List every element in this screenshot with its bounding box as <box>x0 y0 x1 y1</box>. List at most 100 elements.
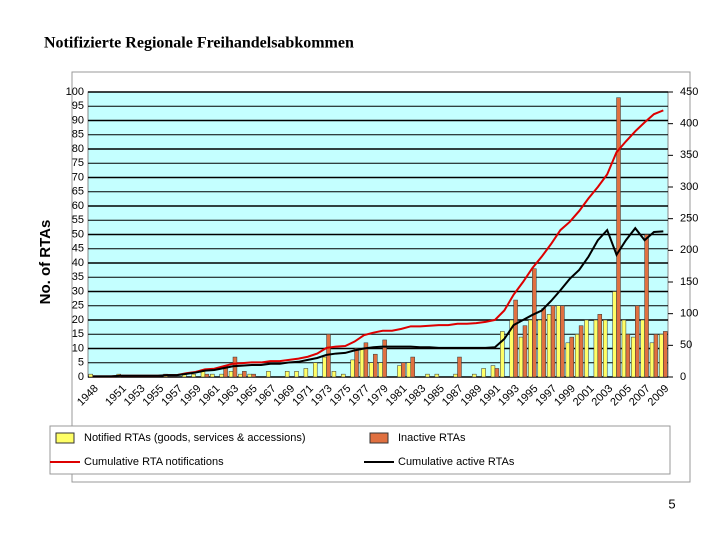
bar <box>513 299 518 378</box>
y-tick-label: 100 <box>66 86 84 98</box>
bar <box>363 342 369 378</box>
bar <box>242 371 247 378</box>
legend-swatch <box>369 432 389 444</box>
bar <box>354 348 359 378</box>
y-tick-label: 10 <box>72 342 84 354</box>
y-tick-label: 50 <box>72 228 84 240</box>
legend-label: Cumulative RTA notifications <box>84 456 224 468</box>
bar <box>228 371 234 378</box>
y-tick-label: 40 <box>72 257 84 269</box>
bar <box>556 305 561 378</box>
bar <box>382 339 387 378</box>
y-tick-label: 15 <box>72 328 84 340</box>
bar <box>425 373 430 378</box>
line-series <box>92 226 664 378</box>
bar <box>284 371 290 378</box>
bar <box>522 325 528 378</box>
bar <box>546 314 552 378</box>
bar <box>210 373 215 378</box>
y2-tick-label: 50 <box>680 339 692 351</box>
bar <box>528 319 533 378</box>
y-tick-label: 95 <box>72 100 84 112</box>
y-axis-label: No. of RTAs <box>37 220 54 305</box>
bar <box>322 356 327 378</box>
bar <box>541 308 546 378</box>
bar <box>303 368 309 378</box>
bar <box>472 373 477 378</box>
y-tick-label: 85 <box>72 129 84 141</box>
y-tick-label: 25 <box>72 300 84 312</box>
bar <box>294 371 299 378</box>
bar <box>204 373 210 378</box>
legend <box>49 425 671 475</box>
y-tick-label: 0 <box>78 371 84 383</box>
bar <box>494 368 500 378</box>
bar <box>359 348 365 378</box>
y2-tick-label: 300 <box>680 181 698 193</box>
bar <box>603 319 608 378</box>
y2-tick-label: 250 <box>680 213 698 225</box>
bar <box>653 334 659 378</box>
bar <box>612 291 617 378</box>
y-tick-label: 30 <box>72 285 84 297</box>
bar <box>565 342 571 378</box>
y2-tick-label: 450 <box>680 86 698 98</box>
bar <box>500 331 505 378</box>
bar <box>369 362 374 378</box>
bar <box>616 97 621 378</box>
legend-swatch <box>55 432 75 444</box>
bar <box>597 314 603 378</box>
bar <box>593 319 599 378</box>
bar <box>88 373 93 378</box>
page-number: 5 <box>668 496 675 511</box>
bar <box>631 336 636 378</box>
y2-tick-label: 400 <box>680 118 698 130</box>
bar <box>490 365 496 378</box>
bar <box>560 305 565 378</box>
bar <box>373 353 378 378</box>
bar <box>644 234 649 378</box>
legend-label: Notified RTAs (goods, services & accessi… <box>84 432 306 444</box>
bar <box>453 373 458 378</box>
bar <box>578 325 584 378</box>
bar <box>410 356 415 378</box>
bar <box>341 373 346 378</box>
bar <box>313 362 318 378</box>
chart-title: Notifizierte Regionale Freihandelsabkomm… <box>44 35 354 52</box>
bar <box>434 373 440 378</box>
bar <box>574 334 580 378</box>
y-tick-label: 45 <box>72 243 84 255</box>
bar <box>518 336 524 378</box>
bar <box>584 319 589 378</box>
bar <box>238 373 243 378</box>
y-tick-label: 75 <box>72 157 84 169</box>
bar <box>350 359 355 378</box>
y-tick-label: 80 <box>72 143 84 155</box>
y-tick-label: 20 <box>72 314 84 326</box>
legend-label: Cumulative active RTAs <box>398 456 515 468</box>
bar <box>625 334 631 378</box>
bar <box>663 331 668 378</box>
y2-tick-label: 100 <box>680 308 698 320</box>
bar <box>378 362 383 378</box>
bar <box>550 305 556 378</box>
y-tick-label: 90 <box>72 114 84 126</box>
bar <box>406 362 411 378</box>
y-tick-label: 35 <box>72 271 84 283</box>
bar <box>401 362 406 378</box>
bar <box>331 371 337 378</box>
bar <box>266 371 271 378</box>
bar <box>621 319 627 378</box>
bar <box>247 373 252 378</box>
bar <box>537 319 542 378</box>
y2-tick-label: 0 <box>680 371 686 383</box>
legend-label: Inactive RTAs <box>398 432 466 444</box>
y2-tick-label: 200 <box>680 244 698 256</box>
bar <box>649 342 655 378</box>
y-tick-label: 55 <box>72 214 84 226</box>
bar <box>481 368 486 378</box>
bar <box>659 334 664 378</box>
bar <box>397 365 402 378</box>
bar <box>219 373 224 378</box>
